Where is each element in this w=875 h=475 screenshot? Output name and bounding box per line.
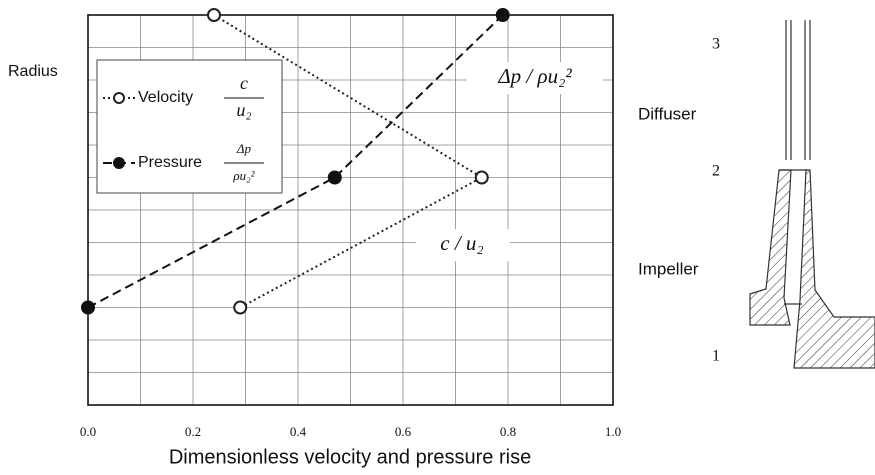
legend: Velocity c u₂ Pressure Δp ρu₂²: [96, 59, 283, 194]
data-point: [233, 300, 248, 315]
x-tick-label: 0.6: [395, 424, 412, 439]
station-label: 2: [712, 163, 720, 180]
x-axis-label: Dimensionless velocity and pressure rise: [169, 446, 531, 468]
annotation: c / u₂: [440, 231, 483, 255]
x-tick-label: 1.0: [605, 424, 621, 439]
station-label: 1: [712, 348, 720, 365]
legend-formula-num: c: [240, 73, 248, 93]
x-tick-label: 0.2: [185, 424, 201, 439]
plot-frame: [87, 14, 614, 406]
legend-marker: [113, 92, 125, 104]
legend-formula-den: u₂: [236, 100, 251, 120]
x-tick-label: 0.0: [80, 424, 96, 439]
series-line: [87, 14, 504, 309]
data-point: [474, 170, 489, 185]
legend-box: [96, 59, 283, 194]
impeller-sketch: [749, 20, 875, 369]
legend-label: Pressure: [138, 154, 202, 171]
annotation-bg: [467, 62, 603, 94]
annotation: Δp / ρu₂²: [497, 64, 572, 88]
series-line: [213, 14, 484, 309]
legend-formula-num: Δp: [236, 141, 252, 156]
data-point: [495, 8, 510, 22]
section-label: Impeller: [638, 259, 699, 278]
section-label: Diffuser: [638, 104, 697, 123]
x-tick-label: 0.4: [290, 424, 307, 439]
data-point: [207, 8, 221, 22]
data-point: [327, 170, 342, 185]
legend-label: Velocity: [138, 89, 193, 106]
station-label: 3: [712, 36, 720, 53]
legend-marker: [113, 157, 125, 169]
legend-formula-den: ρu₂²: [232, 168, 255, 183]
data-point: [81, 300, 95, 315]
x-tick-label: 0.8: [500, 424, 516, 439]
y-axis-label: Radius: [8, 63, 58, 80]
annotation-bg: [416, 229, 510, 261]
